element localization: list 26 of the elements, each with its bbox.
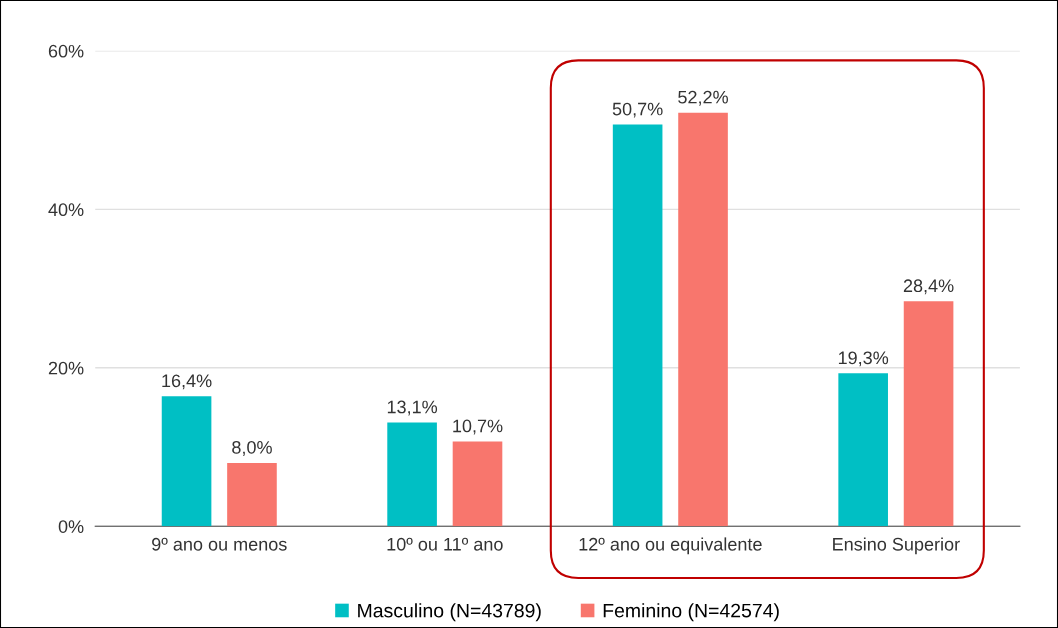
bar	[903, 301, 954, 527]
data-label: 50,7%	[612, 102, 663, 118]
x-tick-label: 12º ano ou equivalente	[579, 537, 762, 555]
data-label: 13,1%	[387, 400, 438, 416]
bar	[838, 373, 888, 527]
data-label: 10,7%	[453, 419, 503, 435]
y-tick-label: 40%	[48, 203, 84, 217]
data-label: 28,4%	[903, 279, 954, 295]
x-tick-label: Ensino Superior	[833, 537, 960, 555]
bar	[387, 422, 437, 527]
bar	[452, 441, 503, 527]
bar	[227, 462, 277, 527]
bar	[612, 124, 663, 527]
data-label: 8,0%	[232, 440, 272, 456]
bar	[161, 396, 212, 527]
legend-label: Feminino (N=42574)	[603, 603, 779, 622]
bar	[678, 112, 728, 527]
data-label: 16,4%	[162, 374, 212, 390]
legend-label: Masculino (N=43789)	[358, 603, 541, 622]
y-tick-label: 20%	[48, 361, 84, 375]
data-label: 19,3%	[838, 351, 889, 367]
data-label: 52,2%	[678, 90, 728, 106]
x-tick-label: 10º ou 11º ano	[387, 537, 503, 551]
y-tick-label: 0%	[58, 520, 84, 533]
y-tick-label: 60%	[48, 44, 84, 58]
x-tick-label: 9º ano ou menos	[152, 537, 287, 551]
